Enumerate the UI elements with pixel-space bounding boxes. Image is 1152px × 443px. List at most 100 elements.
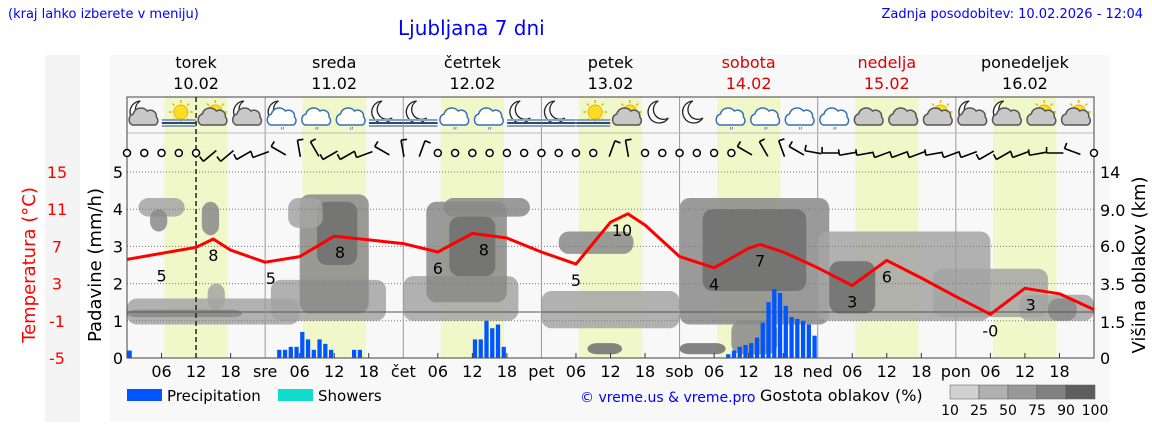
calm-wind-icon bbox=[519, 148, 529, 158]
temperature-label: 5 bbox=[571, 271, 581, 290]
barb-shaft bbox=[908, 150, 926, 159]
day-name: četrtek bbox=[444, 53, 502, 72]
barb-shaft bbox=[202, 149, 217, 162]
barb-feather bbox=[975, 153, 980, 160]
cloud-rain-icon: ʺ bbox=[439, 107, 470, 138]
wind-barb-icon bbox=[821, 146, 839, 154]
wind-barb-icon bbox=[199, 149, 217, 162]
moon-icon bbox=[682, 100, 704, 124]
precip-bar bbox=[726, 354, 731, 358]
cloud-shape bbox=[750, 107, 781, 126]
calm-wind-icon bbox=[433, 148, 443, 158]
location-hint[interactable]: (kraj lahko izberete v meniju) bbox=[8, 7, 199, 22]
day-tick-label: sob bbox=[665, 362, 693, 381]
barb-feather bbox=[889, 151, 893, 158]
precip-bar bbox=[806, 324, 811, 358]
sun-ray bbox=[186, 102, 190, 107]
cloud-height-axis-title: Višina oblakov (km) bbox=[1129, 176, 1150, 353]
wind-barb-icon bbox=[374, 140, 390, 156]
cloud-rain-icon: ʺ bbox=[335, 107, 366, 138]
sun-ray bbox=[171, 102, 175, 107]
wind-barb-icon bbox=[940, 150, 960, 159]
cloud-shape bbox=[784, 107, 815, 126]
moon-shape bbox=[647, 100, 669, 124]
wind-barb-icon bbox=[309, 138, 320, 157]
wind-barb-icon bbox=[1027, 149, 1047, 157]
rain-drops: ʺ bbox=[315, 126, 320, 138]
barb-shaft bbox=[1064, 147, 1081, 156]
barb-feather bbox=[614, 140, 621, 144]
sun-ray bbox=[635, 102, 639, 107]
barb-shaft bbox=[758, 141, 769, 157]
wind-barb-icon bbox=[1045, 146, 1064, 154]
cloud-density-blob bbox=[150, 209, 168, 232]
day-tick-label: sre bbox=[253, 362, 277, 381]
sun-ray bbox=[1069, 102, 1073, 107]
hour-tick-label: 06 bbox=[151, 362, 171, 381]
cloud-density-blob bbox=[443, 198, 530, 217]
barb-shaft bbox=[322, 150, 338, 161]
day-tick-label: pon bbox=[941, 362, 971, 381]
temperature-label: 5 bbox=[266, 269, 276, 288]
sun-shape bbox=[587, 104, 603, 120]
cloud-shape bbox=[715, 107, 746, 126]
temperature-label: 6 bbox=[882, 267, 892, 286]
precip-bar bbox=[800, 320, 806, 358]
cloud-density-blob bbox=[288, 198, 323, 228]
precip-bar bbox=[282, 349, 288, 358]
hour-tick-label: 06 bbox=[704, 362, 724, 381]
calm-wind-icon bbox=[140, 148, 149, 158]
cloud-density-swatch bbox=[1007, 384, 1038, 400]
wind-barb-icon bbox=[758, 138, 769, 157]
calm-wind-icon bbox=[122, 148, 132, 158]
sun-ray bbox=[620, 102, 624, 107]
precip-bar bbox=[127, 350, 132, 358]
precip-legend-label: Precipitation bbox=[167, 387, 261, 405]
barb-shaft bbox=[309, 141, 320, 157]
hour-tick-label: 18 bbox=[497, 362, 517, 381]
temp-tick-label: 3 bbox=[52, 275, 62, 294]
rain-drops: ʺ bbox=[729, 126, 734, 138]
day-date: 13.02 bbox=[588, 74, 634, 93]
cloud-shape bbox=[1060, 107, 1092, 126]
wind-barb-icon bbox=[296, 138, 304, 157]
cloud-shape bbox=[301, 107, 332, 126]
cloud-height-tick-label: 3.5 bbox=[1100, 275, 1125, 294]
cloud-density-level: 25 bbox=[970, 403, 988, 419]
barb-feather bbox=[233, 153, 238, 160]
calm-wind-icon bbox=[709, 148, 719, 158]
precip-tick-label: 1 bbox=[113, 312, 123, 331]
credit-link[interactable]: © vreme.us & vreme.pro bbox=[580, 390, 755, 406]
cloud-rain-icon: ʺ bbox=[784, 107, 815, 138]
wind-barb-icon bbox=[855, 149, 874, 157]
barb-shaft bbox=[252, 150, 270, 159]
wind-barb-icon bbox=[837, 149, 857, 157]
day-name: torek bbox=[175, 53, 217, 72]
sun-ray bbox=[221, 102, 225, 107]
hour-tick-label: 18 bbox=[220, 362, 240, 381]
temp-axis-title: Temperatura (°C) bbox=[19, 187, 40, 344]
sun-cloud-icon bbox=[611, 100, 643, 126]
cloud-density-level: 90 bbox=[1057, 403, 1075, 419]
barb-feather bbox=[804, 144, 807, 151]
hour-tick-label: 18 bbox=[359, 362, 379, 381]
wind-barb-icon bbox=[216, 149, 235, 162]
barb-shaft bbox=[339, 150, 356, 161]
temperature-label: 8 bbox=[208, 246, 218, 265]
cloud-height-tick-label: 9.0 bbox=[1100, 201, 1125, 220]
showers-legend-label: Showers bbox=[318, 387, 382, 405]
cloud-density-swatch bbox=[949, 384, 980, 400]
moon-cloud-rain-icon: ʺ bbox=[266, 100, 297, 138]
barb-shaft bbox=[978, 150, 995, 161]
temperature-label: 5 bbox=[156, 266, 166, 285]
barb-shaft bbox=[1029, 151, 1047, 157]
wind-barb-icon bbox=[250, 150, 270, 159]
barb-feather bbox=[310, 138, 317, 143]
cloud-icon bbox=[888, 107, 919, 126]
sun-ray bbox=[931, 102, 935, 107]
cloud-density-blob bbox=[587, 343, 623, 355]
rain-drops: ʺ bbox=[798, 126, 803, 138]
cloud-shape bbox=[266, 107, 297, 126]
barb-feather bbox=[424, 140, 431, 144]
cloud-rain-icon: ʺ bbox=[715, 107, 746, 138]
